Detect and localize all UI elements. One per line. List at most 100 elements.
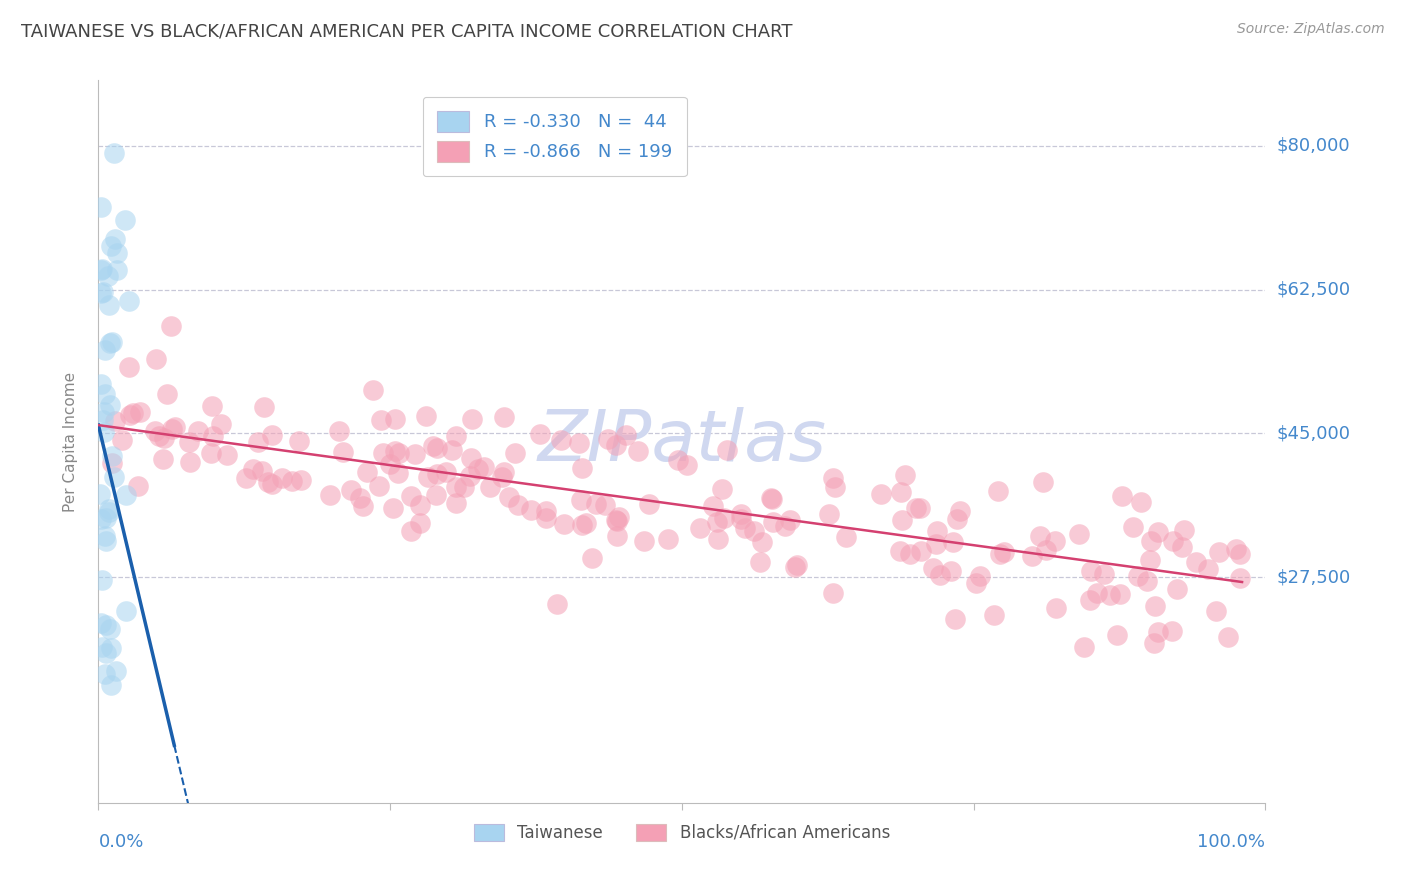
- Point: [1028, 528, 1050, 542]
- Point: [1166, 582, 1188, 596]
- Point: [614, 428, 637, 442]
- Point: [114, 213, 136, 227]
- Point: [384, 411, 406, 425]
- Point: [607, 510, 630, 524]
- Point: [605, 513, 627, 527]
- Point: [179, 435, 201, 450]
- Point: [93, 405, 115, 419]
- Text: TAIWANESE VS BLACK/AFRICAN AMERICAN PER CAPITA INCOME CORRELATION CHART: TAIWANESE VS BLACK/AFRICAN AMERICAN PER …: [21, 22, 793, 40]
- Point: [834, 530, 856, 544]
- Point: [606, 514, 628, 528]
- Point: [461, 412, 484, 426]
- Point: [823, 586, 845, 600]
- Point: [1161, 534, 1184, 549]
- Point: [434, 465, 457, 479]
- Point: [706, 515, 728, 529]
- Point: [349, 491, 371, 505]
- Point: [100, 239, 122, 253]
- Point: [100, 678, 122, 692]
- Point: [605, 438, 627, 452]
- Point: [761, 492, 783, 507]
- Point: [657, 532, 679, 546]
- Point: [444, 496, 467, 510]
- Point: [666, 453, 689, 467]
- Point: [103, 146, 125, 161]
- Point: [492, 466, 515, 480]
- Point: [114, 487, 136, 501]
- Point: [368, 479, 391, 493]
- Point: [356, 465, 378, 479]
- Point: [90, 263, 112, 277]
- Point: [633, 534, 655, 549]
- Point: [1208, 544, 1230, 558]
- Point: [943, 612, 966, 626]
- Point: [536, 504, 558, 518]
- Point: [707, 532, 730, 546]
- Point: [491, 470, 513, 484]
- Point: [638, 497, 661, 511]
- Point: [384, 444, 406, 458]
- Point: [418, 470, 440, 484]
- Point: [115, 605, 138, 619]
- Point: [1092, 567, 1115, 582]
- Point: [202, 429, 225, 443]
- Point: [105, 263, 128, 277]
- Point: [98, 505, 121, 519]
- Point: [1160, 624, 1182, 638]
- Point: [1073, 640, 1095, 654]
- Point: [585, 497, 607, 511]
- Point: [775, 518, 797, 533]
- Point: [689, 521, 711, 535]
- Point: [101, 335, 124, 350]
- Point: [415, 409, 437, 423]
- Point: [1171, 540, 1194, 554]
- Point: [581, 551, 603, 566]
- Point: [702, 499, 724, 513]
- Point: [201, 399, 224, 413]
- Point: [288, 434, 311, 448]
- Point: [409, 499, 432, 513]
- Point: [399, 524, 422, 538]
- Point: [128, 405, 150, 419]
- Point: [498, 490, 520, 504]
- Point: [94, 647, 117, 661]
- Point: [444, 429, 467, 443]
- Point: [949, 504, 972, 518]
- Point: [472, 460, 495, 475]
- Point: [1218, 630, 1240, 644]
- Point: [503, 446, 526, 460]
- Point: [97, 501, 120, 516]
- Point: [910, 544, 932, 558]
- Point: [1146, 624, 1168, 639]
- Point: [742, 524, 765, 539]
- Point: [1035, 543, 1057, 558]
- Point: [256, 475, 278, 489]
- Point: [1045, 533, 1067, 548]
- Point: [869, 487, 891, 501]
- Point: [1140, 533, 1163, 548]
- Text: $27,500: $27,500: [1277, 568, 1351, 586]
- Point: [98, 336, 121, 351]
- Point: [575, 516, 598, 531]
- Point: [894, 468, 917, 483]
- Text: ZIPatlas: ZIPatlas: [537, 407, 827, 476]
- Point: [352, 500, 374, 514]
- Point: [90, 512, 112, 526]
- Point: [387, 466, 409, 480]
- Point: [889, 543, 911, 558]
- Point: [536, 511, 558, 525]
- Point: [965, 575, 987, 590]
- Point: [96, 510, 118, 524]
- Point: [730, 512, 752, 526]
- Point: [361, 383, 384, 397]
- Point: [910, 501, 932, 516]
- Point: [993, 545, 1015, 559]
- Point: [409, 516, 432, 530]
- Point: [98, 298, 121, 312]
- Point: [187, 424, 209, 438]
- Point: [713, 511, 735, 525]
- Point: [891, 513, 914, 527]
- Point: [94, 343, 117, 357]
- Point: [817, 507, 839, 521]
- Text: 100.0%: 100.0%: [1198, 833, 1265, 851]
